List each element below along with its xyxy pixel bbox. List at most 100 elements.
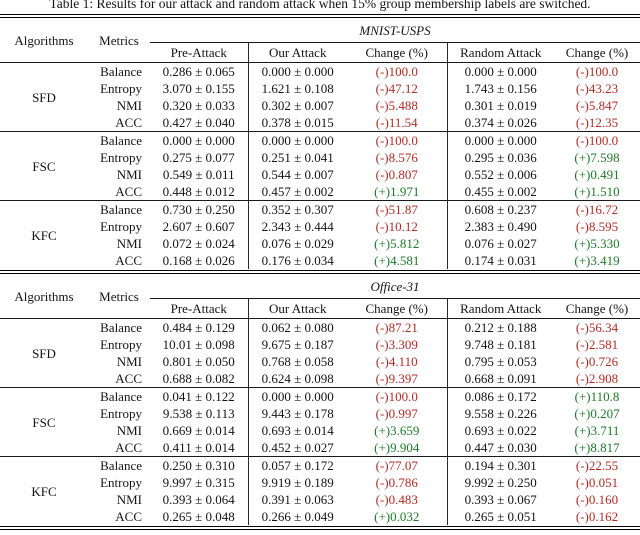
random-attack-value: 0.393 ± 0.067	[446, 491, 554, 508]
table-row: ACC 0.265 ± 0.048 0.266 ± 0.049 (+)0.032…	[0, 508, 640, 525]
pre-attack-value: 9.997 ± 0.315	[162, 475, 235, 490]
our-change-value: (-)0.483	[375, 492, 418, 507]
random-change-value: (-)100.0	[554, 131, 640, 149]
dataset-name: MNIST-USPS	[150, 19, 640, 43]
random-attack-value: 9.558 ± 0.226	[446, 405, 554, 422]
change-column-header: Change (%)	[554, 298, 640, 319]
our-change-value: (-)87.21	[375, 320, 418, 335]
random-attack-value: 0.212 ± 0.188	[446, 318, 554, 336]
our-attack-value: 0.000 ± 0.000	[247, 387, 347, 405]
our-change-value: (+)9.904	[374, 440, 420, 455]
our-attack-value: 0.352 ± 0.307	[247, 200, 347, 218]
random-change-value: (-)8.595	[575, 219, 619, 234]
random-attack-value: 0.076 ± 0.027	[446, 235, 554, 252]
our-change-value: (-)100.0	[347, 387, 447, 405]
our-change-value: (+)4.581	[374, 253, 420, 268]
algorithms-column-header: Algorithms	[0, 275, 88, 319]
pre-attack-value: 0.072 ± 0.024	[162, 236, 235, 251]
algorithm-label: KFC	[0, 200, 88, 269]
pre-attack-value: 0.688 ± 0.082	[162, 371, 235, 386]
metric-label: Balance	[100, 64, 142, 79]
metric-label: Entropy	[100, 337, 142, 352]
our-attack-value: 0.076 ± 0.029	[247, 235, 347, 252]
metric-label: ACC	[115, 509, 142, 524]
table-row: Entropy 10.01 ± 0.098 9.675 ± 0.187 (-)3…	[0, 336, 640, 353]
table-row: ACC 0.448 ± 0.012 0.457 ± 0.002 (+)1.971…	[0, 183, 640, 201]
our-attack-value: 0.391 ± 0.063	[247, 491, 347, 508]
section-divider-double-rule	[0, 270, 640, 274]
random-change-value: (-)56.34	[575, 320, 619, 335]
bottom-double-rule	[0, 526, 640, 530]
our-change-value: (-)100.0	[375, 64, 418, 79]
pre-attack-value: 0.484 ± 0.129	[162, 320, 235, 335]
metric-label: ACC	[115, 115, 142, 130]
random-attack-value: 2.383 ± 0.490	[446, 218, 554, 235]
random-change-value: (+)7.598	[574, 150, 620, 165]
metric-label: NMI	[116, 236, 142, 251]
metric-label: Entropy	[100, 406, 142, 421]
pre-attack-value: 10.01 ± 0.098	[162, 337, 235, 352]
random-change-value: (-)2.581	[575, 337, 619, 352]
metric-label: ACC	[115, 371, 142, 386]
table-row: Entropy 9.997 ± 0.315 9.919 ± 0.189 (-)0…	[0, 474, 640, 491]
metric-label: NMI	[116, 98, 142, 113]
random-change-value: (-)12.35	[575, 115, 619, 130]
office-31-results-table: Algorithms Metrics Office-31 Pre-Attack …	[0, 275, 640, 525]
random-attack-column-header: Random Attack	[446, 298, 554, 319]
random-attack-column-header: Random Attack	[446, 42, 554, 63]
our-change-value: (-)100.0	[347, 131, 447, 149]
mnist-usps-results-table: Algorithms Metrics MNIST-USPS Pre-Attack…	[0, 19, 640, 269]
random-attack-value: 0.000 ± 0.000	[446, 131, 554, 149]
metric-label: Entropy	[100, 81, 142, 96]
table-row: FSC Balance 0.000 ± 0.000 0.000 ± 0.000 …	[0, 131, 640, 201]
our-attack-value: 2.343 ± 0.444	[247, 218, 347, 235]
random-attack-value: 0.608 ± 0.237	[446, 200, 554, 218]
metrics-column-header: Metrics	[88, 275, 150, 319]
random-change-value: (-)0.726	[575, 354, 619, 369]
random-attack-value: 0.174 ± 0.031	[446, 252, 554, 269]
our-change-value: (+)5.812	[374, 236, 420, 251]
table-row: FSC Balance 0.041 ± 0.122 0.000 ± 0.000 …	[0, 387, 640, 457]
change-column-header: Change (%)	[347, 298, 447, 319]
pre-attack-value: 0.427 ± 0.040	[162, 115, 235, 130]
random-change-value: (+)1.510	[574, 184, 620, 199]
pre-attack-value: 0.448 ± 0.012	[162, 184, 235, 199]
random-attack-value: 0.552 ± 0.006	[446, 166, 554, 183]
random-attack-value: 0.668 ± 0.091	[446, 370, 554, 388]
our-change-value: (-)0.786	[375, 475, 418, 490]
table-row: ACC 0.427 ± 0.040 0.378 ± 0.015 (-)11.54…	[0, 114, 640, 132]
table-row: ACC 0.688 ± 0.082 0.624 ± 0.098 (-)9.397…	[0, 370, 640, 388]
metrics-column-header: Metrics	[88, 19, 150, 63]
random-change-value: (+)8.817	[574, 440, 620, 455]
algorithm-label: FSC	[0, 387, 88, 457]
metric-label: ACC	[115, 253, 142, 268]
our-change-value: (-)3.309	[375, 337, 418, 352]
metric-label: Balance	[88, 387, 150, 405]
metric-label: ACC	[115, 184, 142, 199]
algorithm-label: FSC	[0, 131, 88, 201]
metric-label: NMI	[116, 492, 142, 507]
pre-attack-value: 0.000 ± 0.000	[150, 131, 248, 149]
our-change-value: (-)9.397	[375, 371, 418, 386]
metric-label: ACC	[115, 440, 142, 455]
table-subheader-row: Pre-Attack Our Attack Change (%) Random …	[0, 298, 640, 319]
random-attack-value: 0.086 ± 0.172	[446, 387, 554, 405]
our-change-value: (-)51.87	[347, 200, 447, 218]
pre-attack-value: 0.041 ± 0.122	[150, 387, 248, 405]
pre-attack-value: 0.669 ± 0.014	[162, 423, 235, 438]
random-change-value: (-)16.72	[554, 200, 640, 218]
our-change-value: (-)8.576	[375, 150, 418, 165]
random-attack-value: 0.447 ± 0.030	[446, 439, 554, 457]
our-attack-value: 0.057 ± 0.172	[247, 456, 347, 474]
pre-attack-value: 0.250 ± 0.310	[150, 456, 248, 474]
our-attack-value: 0.251 ± 0.041	[247, 149, 347, 166]
our-change-value: (-)0.997	[375, 406, 418, 421]
algorithm-label: SFD	[32, 89, 56, 105]
pre-attack-value: 3.070 ± 0.155	[162, 81, 235, 96]
our-attack-value: 0.000 ± 0.000	[247, 131, 347, 149]
table-row: NMI 0.549 ± 0.011 0.544 ± 0.007 (-)0.807…	[0, 166, 640, 183]
table-row: NMI 0.072 ± 0.024 0.076 ± 0.029 (+)5.812…	[0, 235, 640, 252]
table-row: NMI 0.320 ± 0.033 0.302 ± 0.007 (-)5.488…	[0, 97, 640, 114]
our-change-value: (+)1.971	[374, 184, 420, 199]
random-attack-value: 0.374 ± 0.026	[446, 114, 554, 132]
